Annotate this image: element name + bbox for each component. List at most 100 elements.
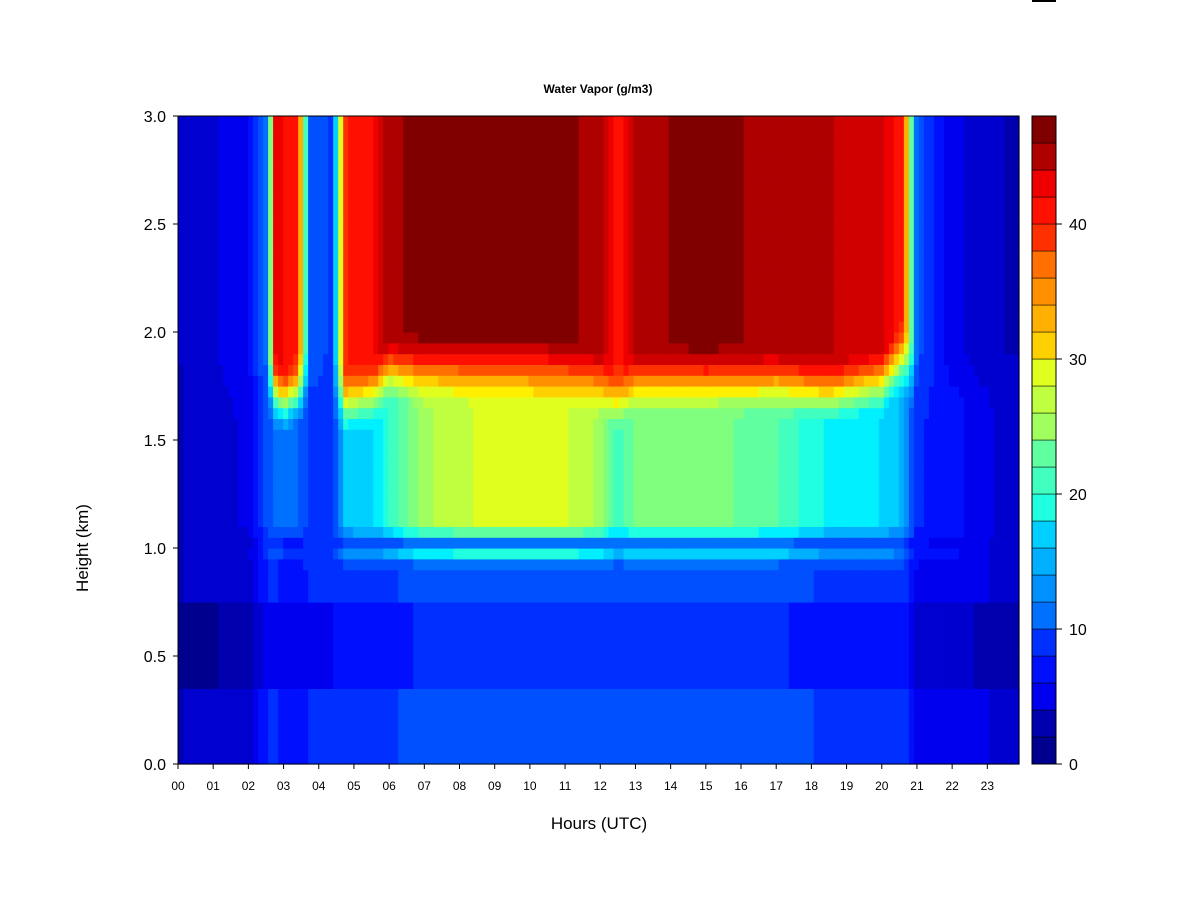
heatmap-cell bbox=[238, 677, 244, 689]
heatmap-cell bbox=[493, 310, 499, 322]
heatmap-cell bbox=[473, 213, 479, 225]
heatmap-cell bbox=[553, 731, 560, 743]
heatmap-cell bbox=[473, 645, 479, 657]
heatmap-cell bbox=[418, 623, 424, 635]
heatmap-cell bbox=[233, 213, 239, 225]
heatmap-cell bbox=[473, 656, 479, 668]
heatmap-cell bbox=[193, 342, 199, 355]
heatmap-cell bbox=[203, 310, 209, 322]
heatmap-cell bbox=[233, 418, 239, 430]
heatmap-cell bbox=[518, 353, 525, 365]
heatmap-cell bbox=[363, 299, 369, 311]
heatmap-cell bbox=[403, 623, 409, 635]
heatmap-cell bbox=[493, 299, 499, 311]
heatmap-cell bbox=[268, 159, 274, 171]
heatmap-cell bbox=[588, 234, 595, 247]
heatmap-cell bbox=[423, 515, 429, 527]
heatmap-cell bbox=[218, 483, 224, 495]
heatmap-cell bbox=[363, 213, 369, 225]
heatmap-cell bbox=[523, 126, 530, 139]
heatmap-cell bbox=[583, 213, 590, 225]
heatmap-cell bbox=[583, 278, 590, 290]
heatmap-cell bbox=[398, 364, 404, 376]
heatmap-cell bbox=[578, 137, 585, 149]
heatmap-cell bbox=[198, 386, 204, 398]
heatmap-cell bbox=[433, 602, 439, 614]
heatmap-cell bbox=[353, 494, 359, 506]
heatmap-cell bbox=[308, 656, 314, 668]
heatmap-cell bbox=[313, 720, 319, 733]
heatmap-cell bbox=[378, 202, 384, 214]
heatmap-cell bbox=[348, 386, 354, 398]
heatmap-cell bbox=[558, 720, 565, 733]
heatmap-cell bbox=[558, 364, 565, 376]
heatmap-cell bbox=[368, 472, 374, 484]
heatmap-cell bbox=[448, 137, 454, 149]
heatmap-cell bbox=[573, 213, 580, 225]
heatmap-cell bbox=[278, 375, 284, 387]
heatmap-cell bbox=[533, 569, 540, 581]
heatmap-cell bbox=[563, 602, 570, 614]
heatmap-cell bbox=[423, 710, 429, 722]
heatmap-cell bbox=[478, 483, 484, 495]
heatmap-cell bbox=[228, 256, 234, 268]
heatmap-cell bbox=[263, 137, 269, 149]
heatmap-cell bbox=[283, 342, 289, 355]
heatmap-cell bbox=[363, 116, 369, 128]
heatmap-cell bbox=[283, 591, 289, 603]
heatmap-cell bbox=[503, 116, 509, 128]
heatmap-cell bbox=[288, 666, 294, 679]
heatmap-cell bbox=[283, 202, 289, 214]
heatmap-cell bbox=[373, 267, 379, 279]
heatmap-cell bbox=[333, 364, 339, 376]
heatmap-cell bbox=[398, 245, 404, 257]
heatmap-cell bbox=[378, 494, 384, 506]
heatmap-cell bbox=[563, 396, 570, 409]
heatmap-cell bbox=[348, 126, 354, 139]
heatmap-cell bbox=[403, 461, 409, 473]
heatmap-cell bbox=[268, 386, 274, 398]
heatmap-cell bbox=[208, 656, 214, 668]
heatmap-cell bbox=[283, 116, 289, 128]
heatmap-cell bbox=[503, 634, 509, 646]
heatmap-cell bbox=[213, 612, 219, 625]
heatmap-cell bbox=[548, 234, 555, 247]
heatmap-cell bbox=[403, 407, 409, 419]
heatmap-cell bbox=[228, 267, 234, 279]
heatmap-cell bbox=[588, 159, 595, 171]
heatmap-cell bbox=[538, 688, 545, 700]
heatmap-cell bbox=[333, 634, 339, 646]
heatmap-cell bbox=[358, 364, 364, 376]
heatmap-cell bbox=[578, 591, 585, 603]
heatmap-cell bbox=[488, 342, 494, 355]
heatmap-cell bbox=[363, 602, 369, 614]
heatmap-cell bbox=[438, 180, 444, 193]
heatmap-cell bbox=[538, 753, 545, 765]
heatmap-cell bbox=[483, 180, 489, 193]
heatmap-cell bbox=[183, 666, 189, 679]
heatmap-cell bbox=[213, 623, 219, 635]
heatmap-cell bbox=[548, 515, 555, 527]
heatmap-cell bbox=[473, 245, 479, 257]
heatmap-cell bbox=[198, 450, 204, 463]
heatmap-cell bbox=[368, 159, 374, 171]
heatmap-cell bbox=[413, 321, 419, 333]
heatmap-cell bbox=[283, 429, 289, 441]
heatmap-cell bbox=[448, 332, 454, 344]
heatmap-cell bbox=[503, 278, 509, 290]
heatmap-cell bbox=[588, 515, 595, 527]
heatmap-cell bbox=[343, 677, 349, 689]
heatmap-cell bbox=[553, 407, 560, 419]
heatmap-cell bbox=[323, 245, 329, 257]
heatmap-cell bbox=[383, 710, 389, 722]
heatmap-cell bbox=[438, 569, 444, 581]
heatmap-cell bbox=[473, 278, 479, 290]
heatmap-cell bbox=[343, 450, 349, 463]
heatmap-cell bbox=[428, 278, 434, 290]
heatmap-cell bbox=[403, 288, 409, 301]
heatmap-cell bbox=[243, 666, 249, 679]
heatmap-cell bbox=[423, 537, 429, 549]
heatmap-cell bbox=[213, 440, 219, 452]
heatmap-cell bbox=[288, 731, 294, 743]
heatmap-cell bbox=[408, 126, 414, 139]
